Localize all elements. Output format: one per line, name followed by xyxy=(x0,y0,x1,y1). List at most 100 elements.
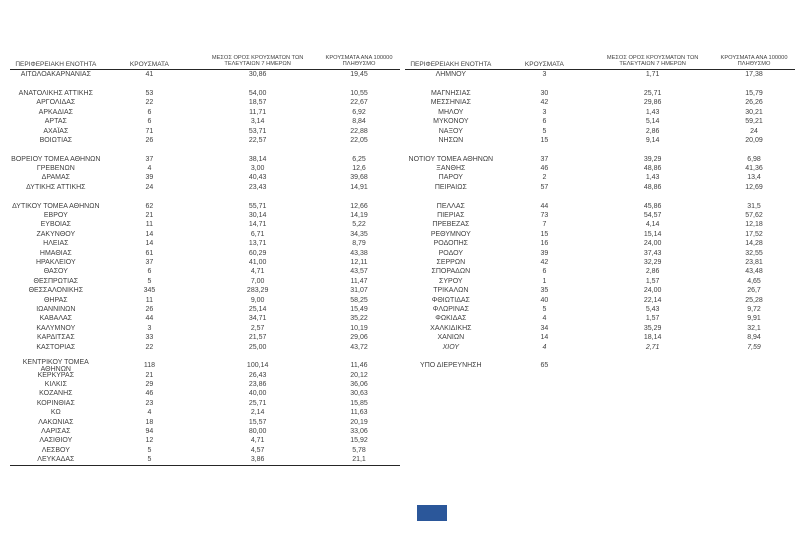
avg-7day-cell: 22,14 xyxy=(643,296,662,304)
cases-cell: 14 xyxy=(145,240,154,248)
cases-cell: 46 xyxy=(540,165,549,173)
region-name-cell: ΛΕΥΚΑΔΑΣ xyxy=(37,456,75,464)
avg-7day-cell: 2,14 xyxy=(250,409,265,417)
column-header: ΠΕΡΙΦΕΡΕΙΑΚΗ ΕΝΟΤΗΤΑ xyxy=(15,60,97,68)
table-row: ΝΑΞΟΥ 5 2,86 24 xyxy=(405,126,795,135)
cases-cell: 14 xyxy=(540,334,549,342)
column-header: ΜΕΣΟΣ ΟΡΟΣ ΚΡΟΥΣΜΑΤΩΝ ΤΩΝ ΤΕΛΕΥΤΑΙΩΝ 7 Η… xyxy=(211,54,304,68)
region-name-cell: ΓΡΕΒΕΝΩΝ xyxy=(36,165,75,173)
per-100k-cell: 35,22 xyxy=(350,315,368,323)
table-row: ΜΑΓΝΗΣΙΑΣ 30 25,71 15,79 xyxy=(405,89,795,98)
per-100k-cell: 9,72 xyxy=(747,305,761,313)
region-name-cell: ΡΟΔΟΠΗΣ xyxy=(433,240,469,248)
table-row: ΙΩΑΝΝΙΝΩΝ 26 25,14 15,49 xyxy=(10,305,400,314)
region-name-cell: ΚΟΖΑΝΗΣ xyxy=(39,390,73,398)
avg-7day-cell: 100,14 xyxy=(246,362,269,370)
avg-7day-cell: 80,00 xyxy=(248,428,267,436)
avg-7day-cell: 21,57 xyxy=(248,334,267,342)
region-name-cell: ΑΡΚΑΔΙΑΣ xyxy=(38,108,73,116)
spacer-row xyxy=(10,145,400,154)
cases-cell: 41 xyxy=(145,71,154,79)
cases-cell: 39 xyxy=(145,174,154,182)
regional-cases-table-left: ΠΕΡΙΦΕΡΕΙΑΚΗ ΕΝΟΤΗΤΑ ΚΡΟΥΣΜΑΤΑ ΜΕΣΟΣ ΟΡΟΣ … xyxy=(10,54,400,466)
avg-7day-cell: 1,43 xyxy=(645,174,660,182)
table-row: ΜΕΣΣΗΝΙΑΣ 42 29,86 26,26 xyxy=(405,98,795,107)
table-row: ΑΙΤΩΛΟΑΚΑΡΝΑΝΙΑΣ 41 30,86 19,45 xyxy=(10,70,400,79)
region-name-cell: ΗΡΑΚΛΕΙΟΥ xyxy=(35,259,76,266)
per-100k-cell: 24 xyxy=(750,127,758,135)
table-row: ΕΥΒΟΙΑΣ 11 14,71 5,22 xyxy=(10,220,400,229)
table-row: ΔΡΑΜΑΣ 39 40,43 39,68 xyxy=(10,173,400,182)
cases-cell: 18 xyxy=(145,418,154,426)
avg-7day-cell: 60,29 xyxy=(248,249,267,257)
spacer-row xyxy=(10,79,400,88)
avg-7day-cell: 48,86 xyxy=(643,165,662,173)
cases-cell: 71 xyxy=(145,127,154,135)
table-header-row: ΠΕΡΙΦΕΡΕΙΑΚΗ ΕΝΟΤΗΤΑ ΚΡΟΥΣΜΑΤΑ ΜΕΣΟΣ ΟΡΟΣ … xyxy=(405,54,795,70)
avg-7day-cell: 40,00 xyxy=(248,390,267,398)
cases-cell: 7 xyxy=(542,221,547,229)
cases-cell: 29 xyxy=(145,381,154,389)
avg-7day-cell: 55,71 xyxy=(248,202,267,210)
region-name-cell: ΣΕΡΡΩΝ xyxy=(436,259,466,266)
region-name-cell: ΠΑΡΟΥ xyxy=(438,174,463,182)
table-row: ΕΒΡΟΥ 21 30,14 14,19 xyxy=(10,211,400,220)
region-name-cell: ΘΑΣΟΥ xyxy=(43,268,68,276)
avg-7day-cell: 5,43 xyxy=(645,305,660,313)
region-name-cell: ΚΙΛΚΙΣ xyxy=(44,381,67,389)
cases-cell: 15 xyxy=(540,136,549,144)
table-row: ΑΝΑΤΟΛΙΚΗΣ ΑΤΤΙΚΗΣ 53 54,00 10,55 xyxy=(10,89,400,98)
avg-7day-cell: 7,00 xyxy=(250,277,265,285)
cases-cell: 4 xyxy=(147,409,152,417)
avg-7day-cell: 4,57 xyxy=(250,446,265,454)
avg-7day-cell: 25,00 xyxy=(248,343,267,351)
spacer-row xyxy=(405,352,795,361)
per-100k-cell: 39,68 xyxy=(350,174,368,182)
table-row: ΘΗΡΑΣ 11 9,00 58,25 xyxy=(10,295,400,304)
region-name-cell: ΑΧΑΪΑΣ xyxy=(43,127,69,135)
region-name-cell: ΖΑΚΥΝΘΟΥ xyxy=(36,230,76,238)
table-header-row: ΠΕΡΙΦΕΡΕΙΑΚΗ ΕΝΟΤΗΤΑ ΚΡΟΥΣΜΑΤΑ ΜΕΣΟΣ ΟΡΟΣ … xyxy=(10,54,400,70)
per-100k-cell: 30,63 xyxy=(350,390,368,398)
cases-cell: 16 xyxy=(540,240,549,248)
avg-7day-cell: 1,57 xyxy=(645,277,660,285)
table-row: ΦΩΚΙΔΑΣ 4 1,57 9,91 xyxy=(405,314,795,323)
cases-cell: 37 xyxy=(145,259,154,266)
cases-cell: 30 xyxy=(540,89,549,97)
per-100k-cell: 9,91 xyxy=(747,315,761,323)
per-100k-cell: 22,67 xyxy=(350,99,368,107)
cases-cell: 6 xyxy=(147,108,152,116)
table-row: ΥΠΟ ΔΙΕΡΕΥΝΗΣΗ 65 xyxy=(405,361,795,370)
avg-7day-cell: 15,14 xyxy=(643,230,662,238)
blue-footer-box xyxy=(417,505,447,521)
cases-cell: 345 xyxy=(143,287,156,295)
per-100k-cell: 5,78 xyxy=(352,446,366,454)
spacer-row xyxy=(10,192,400,201)
avg-7day-cell: 54,00 xyxy=(248,89,267,97)
per-100k-cell: 11,46 xyxy=(350,362,368,370)
per-100k-cell: 30,21 xyxy=(745,108,763,116)
region-name-cell: ΠΕΛΛΑΣ xyxy=(436,202,465,210)
region-name-cell: ΝΑΞΟΥ xyxy=(438,127,463,135)
table-row: ΖΑΚΥΝΘΟΥ 14 6,71 34,35 xyxy=(10,230,400,239)
table-row: ΔΥΤΙΚΗΣ ΑΤΤΙΚΗΣ 24 23,43 14,91 xyxy=(10,183,400,192)
cases-cell: 3 xyxy=(542,71,547,79)
per-100k-cell: 32,55 xyxy=(745,249,763,257)
per-100k-cell: 23,81 xyxy=(745,259,763,266)
region-name-cell: ΑΡΓΟΛΙΔΑΣ xyxy=(36,99,76,107)
avg-7day-cell: 26,43 xyxy=(248,371,267,379)
table-row: ΚΕΝΤΡΙΚΟΥ ΤΟΜΕΑ ΑΘΗΝΩΝ 118 100,14 11,46 xyxy=(10,359,400,373)
region-name-cell: ΘΗΡΑΣ xyxy=(43,296,68,304)
per-100k-cell: 5,22 xyxy=(352,221,366,229)
avg-7day-cell: 25,71 xyxy=(248,399,267,407)
region-name-cell: ΦΛΩΡΙΝΑΣ xyxy=(432,305,469,313)
table-row: ΚΑΒΑΛΑΣ 44 34,71 35,22 xyxy=(10,314,400,323)
per-100k-cell: 13,4 xyxy=(747,174,761,182)
table-row: ΠΙΕΡΙΑΣ 73 54,57 57,62 xyxy=(405,211,795,220)
spacer-row xyxy=(405,192,795,201)
per-100k-cell: 25,28 xyxy=(745,296,763,304)
column-header: ΚΡΟΥΣΜΑΤΑ ΑΝΑ 100000 ΠΛΗΘΥΣΜΟ xyxy=(720,54,788,68)
table-row: ΚΕΡΚΥΡΑΣ 21 26,43 20,12 xyxy=(10,371,400,380)
cases-cell: 15 xyxy=(540,230,549,238)
per-100k-cell: 33,06 xyxy=(350,428,368,436)
